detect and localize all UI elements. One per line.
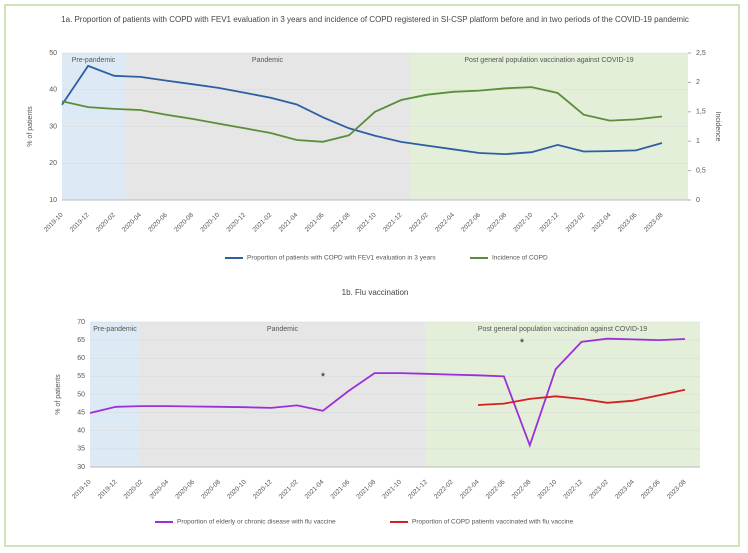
chart-title: 1a. Proportion of patients with COPD wit… — [61, 15, 689, 24]
x-tick-label: 2021-04 — [304, 478, 326, 500]
x-tick-label: 2023-08 — [666, 478, 688, 500]
period-label: Post general population vaccination agai… — [464, 57, 633, 64]
y-tick-label: 70 — [77, 319, 85, 326]
period-label: Post general population vaccination agai… — [478, 326, 647, 333]
legend-label: Proportion of COPD patients vaccinated w… — [412, 519, 574, 526]
x-tick-label: 2023-06 — [617, 211, 639, 233]
x-tick-label: 2020-10 — [226, 478, 248, 500]
annotation: * — [321, 371, 326, 383]
x-tick-label: 2021-02 — [252, 211, 274, 233]
y-tick-label: 50 — [49, 50, 57, 57]
x-tick-label: 2020-02 — [95, 211, 117, 233]
x-tick-label: 2019-12 — [97, 478, 119, 500]
period-label: Pre-pandemic — [72, 57, 116, 64]
x-tick-label: 2021-10 — [381, 478, 403, 500]
x-tick-label: 2019-10 — [71, 478, 93, 500]
series-line — [61, 64, 663, 156]
series-line — [89, 337, 686, 448]
x-tick-label: 2023-02 — [588, 478, 610, 500]
chart-title: 1b. Flu vaccination — [341, 288, 409, 297]
period-label: Pandemic — [267, 326, 299, 333]
legend-label: Proportion of patients with COPD with FE… — [247, 255, 436, 262]
x-tick-label: 2021-12 — [407, 478, 429, 500]
x-tick-label: 2020-08 — [173, 211, 195, 233]
x-tick-label: 2019-10 — [43, 211, 65, 233]
x-tick-label: 2020-08 — [200, 478, 222, 500]
x-tick-label: 2021-12 — [382, 211, 404, 233]
y2-tick-label: 1,5 — [696, 109, 706, 116]
y2-axis-label: Incidence — [714, 112, 721, 142]
x-tick-label: 2022-12 — [562, 478, 584, 500]
x-tick-label: 2022-04 — [434, 211, 456, 233]
x-tick-label: 2022-10 — [512, 211, 534, 233]
x-tick-label: 2020-02 — [123, 478, 145, 500]
y2-tick-label: 2 — [696, 79, 700, 86]
y-tick-label: 40 — [77, 428, 85, 435]
x-tick-label: 2021-02 — [278, 478, 300, 500]
annotation: * — [520, 337, 525, 349]
series-line — [477, 388, 686, 406]
frame — [4, 4, 740, 547]
x-tick-label: 2022-06 — [460, 211, 482, 233]
x-tick-label: 2020-12 — [225, 211, 247, 233]
x-tick-label: 2020-10 — [199, 211, 221, 233]
y2-tick-label: 0 — [696, 197, 700, 204]
y2-tick-label: 0,5 — [696, 167, 706, 174]
x-tick-label: 2020-04 — [148, 478, 170, 500]
x-tick-label: 2020-06 — [174, 478, 196, 500]
series-line — [61, 86, 663, 143]
y-axis-label: % of patients — [27, 106, 34, 147]
x-tick-label: 2022-08 — [511, 478, 533, 500]
x-tick-label: 2022-08 — [486, 211, 508, 233]
y-tick-label: 50 — [77, 391, 85, 398]
x-tick-label: 2020-12 — [252, 478, 274, 500]
x-tick-label: 2021-06 — [304, 211, 326, 233]
x-tick-label: 2022-04 — [459, 478, 481, 500]
y-tick-label: 45 — [77, 409, 85, 416]
x-tick-label: 2020-04 — [121, 211, 143, 233]
x-tick-label: 2022-02 — [408, 211, 430, 233]
x-tick-label: 2020-06 — [147, 211, 169, 233]
y-tick-label: 20 — [49, 160, 57, 167]
y2-tick-label: 1 — [696, 138, 700, 145]
x-tick-label: 2021-06 — [330, 478, 352, 500]
x-tick-label: 2021-08 — [330, 211, 352, 233]
x-tick-label: 2021-08 — [355, 478, 377, 500]
x-tick-label: 2023-08 — [643, 211, 665, 233]
x-tick-label: 2022-12 — [538, 211, 560, 233]
legend-label: Proportion of elderly or chronic disease… — [177, 519, 336, 526]
y-tick-label: 30 — [77, 464, 85, 471]
x-tick-label: 2023-04 — [614, 478, 636, 500]
y-tick-label: 40 — [49, 87, 57, 94]
y-tick-label: 10 — [49, 197, 57, 204]
x-tick-label: 2022-10 — [536, 478, 558, 500]
y-axis-label: % of patients — [55, 374, 62, 415]
y-tick-label: 30 — [49, 123, 57, 130]
x-tick-label: 2022-02 — [433, 478, 455, 500]
x-tick-label: 2023-06 — [640, 478, 662, 500]
period-label: Pandemic — [252, 57, 284, 64]
x-tick-label: 2021-04 — [278, 211, 300, 233]
legend-label: Incidence of COPD — [492, 255, 548, 262]
x-tick-label: 2023-04 — [591, 211, 613, 233]
x-tick-label: 2021-10 — [356, 211, 378, 233]
y-tick-label: 35 — [77, 446, 85, 453]
y2-tick-label: 2,5 — [696, 50, 706, 57]
x-tick-label: 2023-02 — [565, 211, 587, 233]
x-tick-label: 2019-12 — [69, 211, 91, 233]
y-tick-label: 60 — [77, 355, 85, 362]
period-label: Pre-pandemic — [93, 326, 137, 333]
y-tick-label: 65 — [77, 337, 85, 344]
y-tick-label: 55 — [77, 373, 85, 380]
x-tick-label: 2022-06 — [485, 478, 507, 500]
